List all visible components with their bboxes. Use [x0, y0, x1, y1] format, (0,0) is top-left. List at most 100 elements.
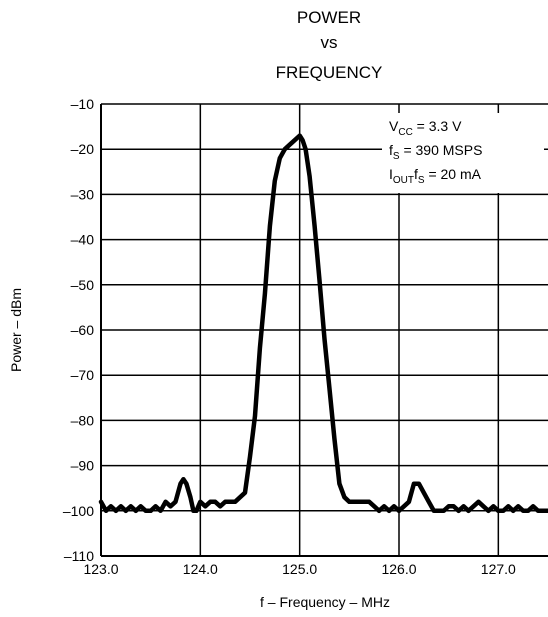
spectrum-point	[134, 509, 137, 512]
spectrum-point	[373, 505, 376, 508]
spectrum-point	[382, 505, 386, 508]
spectrum-point	[447, 505, 450, 508]
spectrum-point	[278, 157, 281, 160]
spectrum-point	[422, 491, 425, 494]
annotation-vcc: VCC = 3.3 V	[389, 118, 462, 138]
spectrum-point	[318, 279, 321, 282]
spectrum-point	[363, 500, 366, 503]
y-axis-ticks: –10 –20 –30 –40 –50 –60 –70 –80 –90 –100 –110	[63, 96, 94, 564]
spectrum-point	[219, 505, 222, 508]
spectrum-point	[323, 337, 326, 341]
spectrum-point	[517, 505, 520, 508]
spectrum-point	[526, 509, 530, 512]
spectrum-point	[204, 505, 207, 508]
spectrum-point	[268, 224, 272, 228]
y-tick-label: –30	[71, 186, 95, 202]
spectrum-point	[185, 482, 188, 485]
spectrum-point	[182, 478, 185, 481]
spectrum-point	[412, 482, 416, 485]
spectrum-point	[392, 505, 396, 508]
annotation-fs: fS = 390 MSPS	[389, 142, 482, 162]
y-axis-label: Power – dBm	[8, 288, 24, 372]
spectrum-point	[507, 505, 510, 508]
y-tick-label: –40	[71, 232, 95, 248]
spectrum-point	[179, 482, 182, 485]
title-line-1: POWER	[297, 8, 361, 27]
spectrum-point	[243, 491, 247, 494]
y-tick-label: –80	[71, 412, 95, 428]
spectrum-point	[353, 500, 356, 503]
spectrum-point	[482, 505, 485, 508]
spectrum-point	[248, 455, 252, 458]
spectrum-point	[283, 148, 286, 151]
spectrum-point	[104, 509, 108, 512]
spectrum-point	[333, 437, 336, 440]
spectrum-point	[417, 482, 421, 485]
spectrum-point	[452, 505, 455, 508]
spectrum-point	[195, 509, 198, 512]
y-tick-label: –70	[71, 367, 95, 383]
spectrum-point	[288, 143, 291, 146]
spectrum-point	[437, 509, 440, 512]
spectrum-point	[541, 509, 545, 512]
x-tick-label: 124.0	[183, 561, 218, 577]
spectrum-point	[228, 500, 232, 503]
spectrum-point	[487, 509, 490, 512]
spectrum-point	[114, 509, 118, 512]
spectrum-point	[387, 509, 391, 512]
spectrum-point	[308, 175, 311, 178]
spectrum-point	[119, 505, 123, 508]
y-tick-label: –50	[71, 277, 95, 293]
x-axis-label: f – Frequency – MHz	[260, 594, 390, 610]
y-tick-label: –60	[71, 322, 95, 338]
spectrum-point	[154, 505, 157, 508]
y-tick-label: –10	[71, 96, 95, 112]
spectrum-point	[129, 505, 132, 508]
spectrum-point	[209, 500, 212, 503]
x-tick-label: 127.0	[481, 561, 516, 577]
spectrum-point	[338, 482, 341, 485]
spectrum-point	[144, 509, 147, 512]
spectrum-point	[492, 505, 495, 508]
spectrum-point	[109, 505, 113, 508]
spectrum-point	[99, 500, 103, 503]
spectrum-point	[139, 505, 142, 508]
y-tick-label: –20	[71, 141, 95, 157]
annotation-background	[382, 113, 544, 193]
spectrum-point	[497, 509, 500, 512]
spectrum-point	[512, 509, 515, 512]
spectrum-point	[368, 500, 371, 503]
spectrum-point	[477, 500, 480, 503]
spectrum-point	[301, 139, 304, 142]
spectrum-point	[214, 500, 217, 503]
spectrum-point	[328, 387, 331, 390]
spectrum-point	[467, 509, 470, 512]
spectrum-point	[159, 509, 162, 512]
spectrum-point	[304, 148, 307, 151]
spectrum-point	[192, 509, 195, 512]
spectrum-point	[462, 505, 465, 508]
spectrum-point	[199, 500, 202, 503]
spectrum-line	[98, 133, 548, 514]
spectrum-point	[124, 509, 128, 512]
spectrum-point	[531, 505, 535, 508]
test-conditions-annotation: VCC = 3.3 V fS = 390 MSPS IOUTfS = 20 mA	[382, 113, 544, 193]
spectrum-point	[457, 509, 460, 512]
annotation-ioutfs: IOUTfS = 20 mA	[389, 166, 482, 186]
spectrum-point	[253, 414, 257, 418]
spectrum-point	[149, 509, 152, 512]
x-tick-label: 123.0	[83, 561, 118, 577]
title-line-3: FREQUENCY	[276, 63, 383, 82]
series	[98, 133, 548, 514]
spectrum-point	[169, 505, 172, 508]
spectrum-point	[502, 509, 505, 512]
spectrum-point	[442, 509, 445, 512]
spectrum-point	[174, 500, 177, 503]
spectrum-point	[258, 346, 262, 350]
spectrum-point	[377, 509, 381, 512]
y-tick-label: –110	[64, 548, 94, 564]
spectrum-point	[472, 505, 475, 508]
spectrum-point	[432, 509, 435, 512]
plot-frame	[100, 104, 548, 557]
